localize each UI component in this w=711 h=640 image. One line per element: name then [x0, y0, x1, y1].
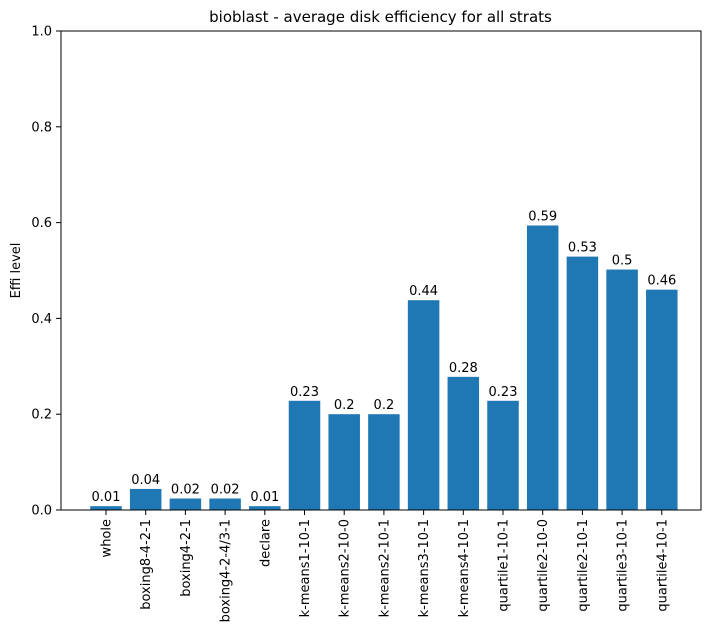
bar-quartile1-10-1	[487, 400, 519, 510]
x-tick-label: k-means2-10-0	[338, 519, 353, 617]
x-tick-label: quartile2-10-1	[576, 519, 591, 612]
bar-value-label: 0.02	[171, 483, 200, 498]
x-tick-label: boxing8-4-2-1	[139, 519, 154, 610]
bar-k-means2-10-0	[328, 414, 360, 510]
y-tick-label: 0.0	[31, 504, 52, 519]
x-tick-label: k-means2-10-1	[377, 519, 392, 617]
bar-value-label: 0.2	[334, 398, 355, 413]
y-tick-label: 0.2	[31, 408, 52, 423]
x-tick-label: boxing4-2-1	[179, 519, 194, 597]
bar-value-label: 0.53	[568, 241, 597, 256]
bar-whole	[90, 506, 122, 510]
bar-value-label: 0.23	[489, 385, 518, 400]
bar-k-means1-10-1	[288, 400, 321, 510]
chart-title: bioblast - average disk efficiency for a…	[209, 8, 552, 26]
bar-boxing8-4-2-1	[129, 488, 162, 510]
bar-value-label: 0.04	[131, 473, 160, 488]
bar-value-label: 0.01	[92, 490, 121, 505]
bar-declare	[249, 506, 281, 510]
bar-k-means2-10-1	[368, 414, 400, 510]
bar-value-label: 0.23	[290, 385, 319, 400]
bar-boxing4-2-4/3-1	[209, 498, 241, 510]
x-tick-label: quartile4-10-1	[655, 519, 670, 612]
bar-quartile4-10-1	[646, 289, 678, 510]
x-tick-label: k-means1-10-1	[298, 519, 313, 617]
x-tick-label: declare	[258, 519, 273, 567]
bar-value-label: 0.44	[409, 284, 438, 299]
bar-value-label: 0.5	[612, 254, 633, 269]
bar-value-label: 0.59	[528, 209, 557, 224]
bar-k-means4-10-1	[447, 376, 480, 510]
y-axis-ticks: 0.0 0.2 0.4 0.6 0.8 1.0	[31, 25, 61, 519]
x-tick-label: quartile1-10-1	[497, 519, 512, 612]
y-tick-label: 0.6	[31, 216, 52, 231]
y-tick-label: 0.8	[31, 120, 52, 135]
x-tick-label: quartile3-10-1	[616, 519, 631, 612]
bar-k-means3-10-1	[407, 300, 440, 510]
x-axis-ticks: whole boxing8-4-2-1 boxing4-2-1 boxing4-2-4…	[100, 510, 670, 622]
y-tick-label: 0.4	[31, 312, 52, 327]
bar-boxing4-2-1	[169, 498, 202, 510]
y-tick-label: 1.0	[31, 25, 52, 40]
bar-quartile2-10-0	[526, 225, 559, 510]
bar-value-label: 0.28	[449, 361, 478, 376]
x-tick-label: k-means3-10-1	[417, 519, 432, 617]
bar-quartile2-10-1	[566, 256, 599, 510]
bar-quartile3-10-1	[606, 269, 638, 510]
plot-frame	[60, 30, 702, 511]
bar-value-label: 0.46	[647, 274, 676, 289]
x-tick-label: boxing4-2-4/3-1	[219, 519, 234, 622]
bar-value-label: 0.01	[250, 490, 279, 505]
y-axis-label: Effi level	[9, 243, 24, 299]
x-tick-label: quartile2-10-0	[536, 519, 551, 612]
bar-value-label: 0.02	[211, 483, 240, 498]
x-tick-label: k-means4-10-1	[457, 519, 472, 617]
bars: 0.01 0.04 0.02 0.02 0.01 0.23 0.2 0.2 0.44 0.28 0.…	[90, 209, 678, 510]
x-tick-label: whole	[100, 519, 115, 557]
bar-value-label: 0.2	[374, 398, 395, 413]
